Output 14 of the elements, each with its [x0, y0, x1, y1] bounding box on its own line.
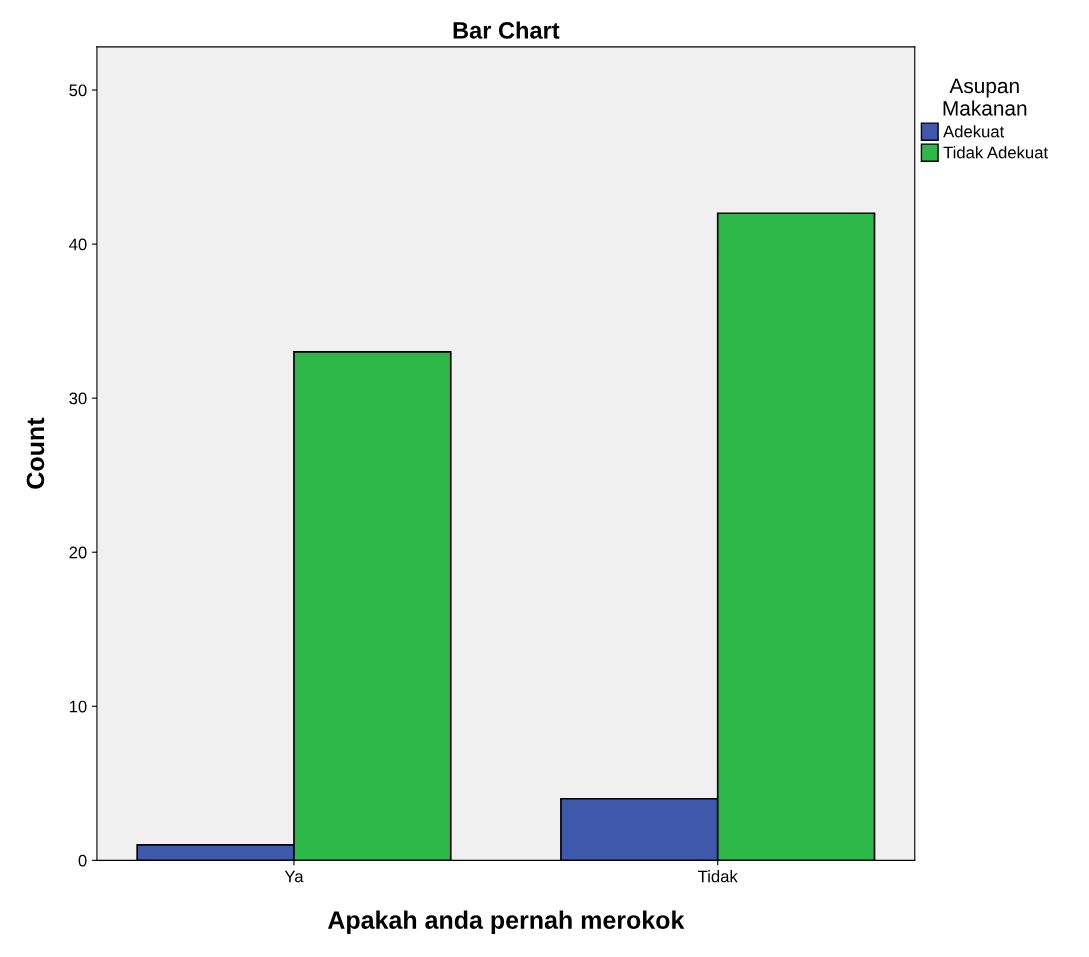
- legend-label: Adekuat: [943, 125, 1005, 138]
- y-tick-label: 40: [69, 238, 87, 251]
- y-tick-label: 20: [69, 546, 87, 559]
- x-tick-label: Ya: [284, 870, 304, 883]
- y-tick-label: 30: [69, 392, 87, 405]
- legend-title: Asupan Makanan: [943, 78, 1027, 116]
- y-tick-label: 50: [69, 84, 87, 97]
- chart-title: Bar Chart: [453, 21, 560, 39]
- x-axis-title: Apakah anda pernah merokok: [327, 910, 685, 934]
- y-tick-label: 10: [69, 700, 87, 713]
- x-tick-label: Tidak: [698, 870, 738, 883]
- legend-label: Tidak Adekuat: [943, 146, 1048, 159]
- y-axis-title: Count: [26, 417, 45, 489]
- y-tick-label: 0: [78, 854, 87, 867]
